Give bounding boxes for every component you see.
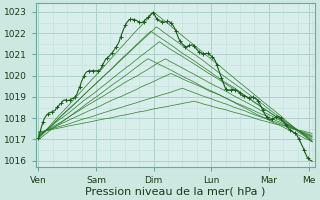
X-axis label: Pression niveau de la mer( hPa ): Pression niveau de la mer( hPa ) bbox=[85, 187, 265, 197]
